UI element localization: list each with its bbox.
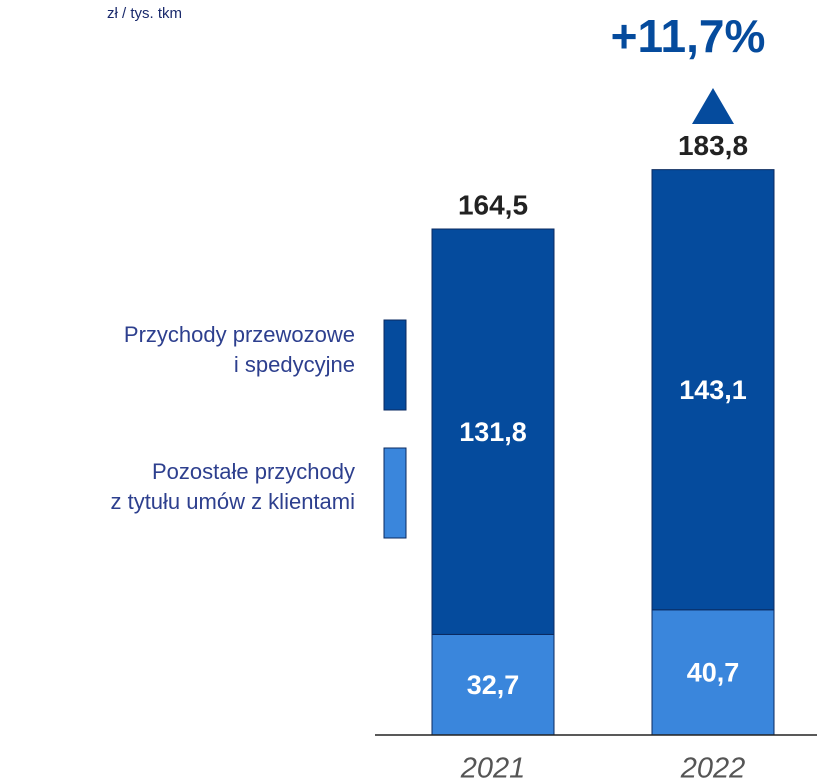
legend-entry: Pozostałe przychody z tytułu umów z klie… — [110, 459, 355, 514]
total-label: 164,5 — [458, 189, 528, 220]
total-label: 183,8 — [678, 130, 748, 161]
legend-entry: Przychody przewozowe i spedycyjne — [123, 322, 355, 377]
value-label: 32,7 — [467, 670, 520, 700]
x-tick-label: 2022 — [680, 753, 746, 782]
legend-swatch — [383, 319, 407, 411]
legend-swatch — [383, 447, 407, 539]
x-tick-label: 2021 — [460, 753, 526, 782]
unit-label: zł / tys. tkm — [107, 5, 182, 22]
bar-segment — [651, 169, 775, 611]
bar-segment — [431, 228, 555, 635]
change-annotation: +11,7% — [611, 10, 766, 62]
value-label: 131,8 — [459, 417, 527, 447]
value-label: 143,1 — [679, 375, 747, 405]
value-label: 40,7 — [687, 658, 740, 688]
up-arrow — [692, 88, 734, 124]
bar-segment — [431, 633, 555, 736]
